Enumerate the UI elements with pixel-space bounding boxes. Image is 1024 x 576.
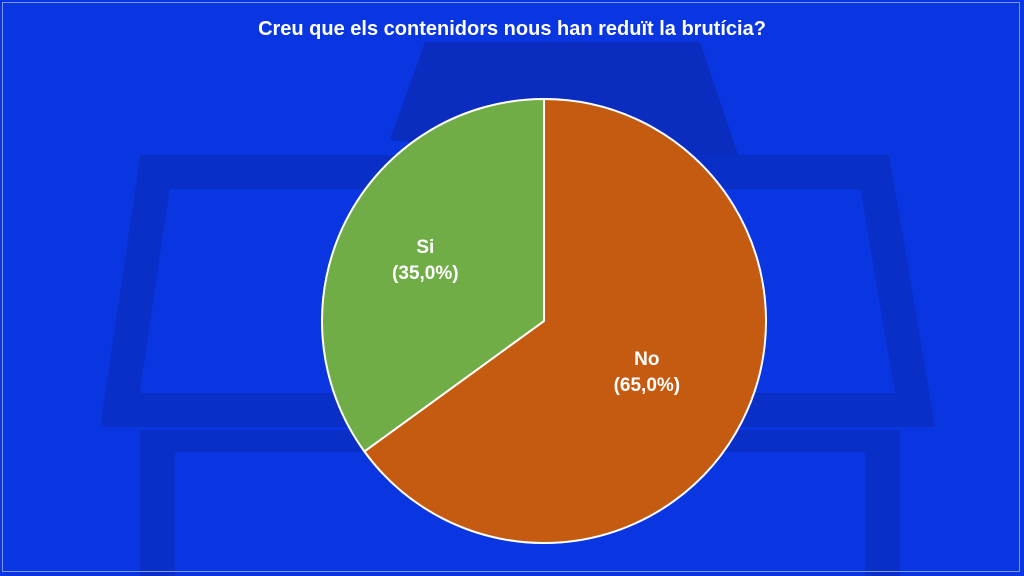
slice-percent-no: (65,0%): [613, 375, 681, 397]
slice-label-no: No (65,0%): [587, 347, 707, 399]
slice-percent-si: (35,0%): [392, 262, 459, 284]
slice-name-no: No: [634, 349, 660, 371]
slice-label-si: Si (35,0%): [365, 235, 485, 287]
slice-name-si: Si: [416, 236, 435, 258]
pie-slice-no: [362, 97, 767, 544]
pie-slice-si: [321, 97, 545, 453]
chart-title: Creu que els contenidors nous han reduït…: [258, 18, 766, 40]
